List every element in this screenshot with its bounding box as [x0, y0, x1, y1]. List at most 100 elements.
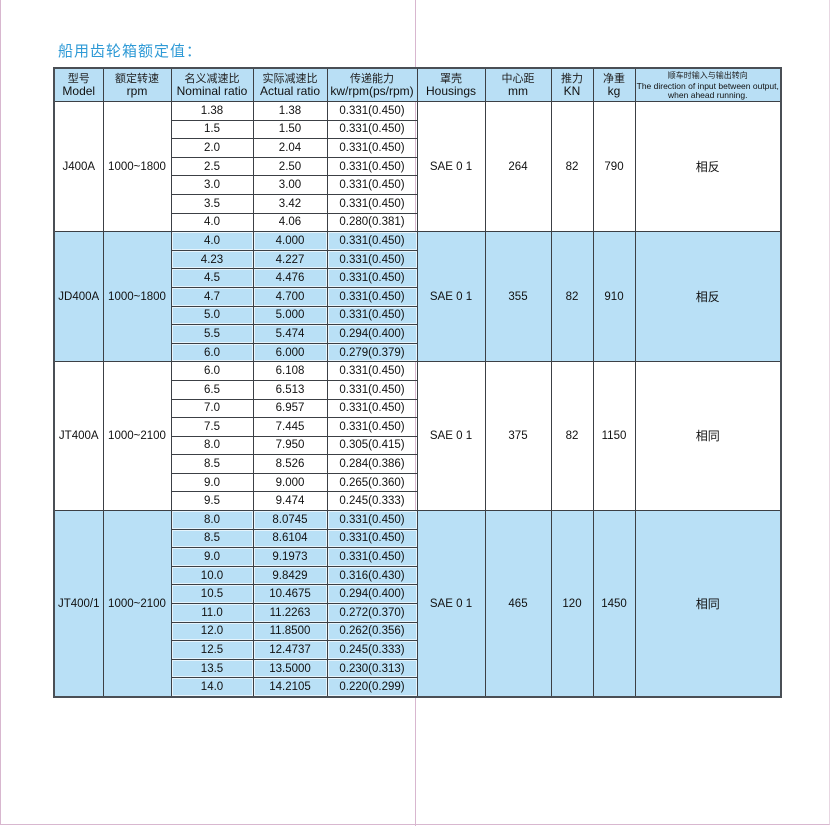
nominal-ratio-cell: 4.5 [170, 268, 254, 288]
nominal-ratio-cell: 2.0 [170, 138, 254, 158]
header-weight: 净重 kg [592, 67, 636, 102]
table-row: 14.0 14.2105 0.220(0.299) [54, 677, 781, 698]
actual-ratio-cell: 12.4737 [252, 640, 328, 660]
model-cell: J400A [53, 100, 104, 233]
nominal-ratio-cell: 1.38 [170, 101, 254, 121]
header-en-label: kg [607, 84, 621, 98]
nominal-ratio-cell: 7.0 [170, 398, 254, 419]
capacity-cell: 0.331(0.450) [326, 249, 418, 270]
housing-cell: SAE 0 1 [416, 100, 486, 233]
actual-ratio-cell: 2.04 [252, 138, 328, 158]
header-cn-label: 额定转速 [115, 72, 159, 85]
weight-cell: 790 [592, 100, 636, 233]
table-row: 12.0 11.8500 0.262(0.356) [54, 621, 781, 642]
nominal-ratio-cell: 10.5 [170, 584, 254, 605]
nominal-ratio-cell: 8.0 [170, 510, 254, 530]
actual-ratio-cell: 3.42 [252, 193, 328, 214]
table-row: 13.5 13.5000 0.230(0.313) [54, 658, 781, 679]
table-row: 10.5 10.4675 0.294(0.400) [54, 584, 781, 605]
nominal-ratio-cell: 4.7 [170, 286, 254, 307]
actual-ratio-cell: 3.00 [252, 175, 328, 195]
gearbox-ratings-table: 型号 Model 额定转速 rpm 名义减速比 Nominal ratio 实际减速比 Act… [53, 67, 782, 698]
housing-cell: SAE 0 1 [416, 231, 486, 363]
capacity-cell: 0.331(0.450) [326, 175, 418, 195]
table-row: 3.5 3.42 0.331(0.450) [54, 193, 781, 214]
capacity-cell: 0.280(0.381) [326, 212, 418, 233]
actual-ratio-cell: 6.000 [252, 342, 328, 363]
nominal-ratio-cell: 13.5 [170, 658, 254, 679]
actual-ratio-cell: 11.8500 [252, 621, 328, 642]
table-row: 8.0 7.950 0.305(0.415) [54, 435, 781, 456]
nominal-ratio-cell: 6.5 [170, 379, 254, 400]
table-row: 6.0 6.000 0.279(0.379) [54, 342, 781, 363]
table-row: 3.0 3.00 0.331(0.450) [54, 175, 781, 195]
actual-ratio-cell: 4.476 [252, 268, 328, 288]
rpm-cell: 1000~1800 [102, 100, 172, 233]
thrust-cell: 82 [550, 100, 594, 233]
header-en-label: The direction of input between output, w… [636, 81, 779, 100]
header-rpm: 额定转速 rpm [102, 67, 172, 102]
nominal-ratio-cell: 9.0 [170, 547, 254, 567]
table-row: 4.7 4.700 0.331(0.450) [54, 286, 781, 307]
capacity-cell: 0.262(0.356) [326, 621, 418, 642]
weight-cell: 1150 [592, 361, 636, 512]
table-row: 7.0 6.957 0.331(0.450) [54, 398, 781, 419]
nominal-ratio-cell: 11.0 [170, 603, 254, 623]
nominal-ratio-cell: 5.5 [170, 324, 254, 344]
nominal-ratio-cell: 9.0 [170, 472, 254, 493]
header-en-label: mm [508, 84, 528, 98]
table-row: 4.0 4.06 0.280(0.381) [54, 212, 781, 233]
table-row: 8.5 8.526 0.284(0.386) [54, 454, 781, 474]
actual-ratio-cell: 14.2105 [252, 677, 328, 698]
actual-ratio-cell: 8.0745 [252, 510, 328, 530]
capacity-cell: 0.331(0.450) [326, 379, 418, 400]
capacity-cell: 0.331(0.450) [326, 286, 418, 307]
center-distance-cell: 264 [484, 100, 552, 233]
capacity-cell: 0.284(0.386) [326, 454, 418, 474]
table-row: 12.5 12.4737 0.245(0.333) [54, 640, 781, 660]
header-housings: 罩壳 Housings [416, 67, 486, 102]
actual-ratio-cell: 4.000 [252, 231, 328, 251]
table-row: 7.5 7.445 0.331(0.450) [54, 417, 781, 437]
page-title: 船用齿轮箱额定值： [58, 42, 203, 60]
actual-ratio-cell: 13.5000 [252, 658, 328, 679]
table-row: 9.5 9.474 0.245(0.333) [54, 491, 781, 512]
nominal-ratio-cell: 14.0 [170, 677, 254, 698]
capacity-cell: 0.331(0.450) [326, 547, 418, 567]
thrust-cell: 120 [550, 510, 594, 698]
center-distance-cell: 375 [484, 361, 552, 512]
header-cn-label: 罩壳 [440, 72, 462, 85]
capacity-cell: 0.331(0.450) [326, 268, 418, 288]
weight-cell: 910 [592, 231, 636, 363]
nominal-ratio-cell: 7.5 [170, 417, 254, 437]
table-row: 9.0 9.000 0.265(0.360) [54, 472, 781, 493]
actual-ratio-cell: 4.06 [252, 212, 328, 233]
rpm-cell: 1000~2100 [102, 510, 172, 698]
model-cell: JT400A [53, 361, 104, 512]
actual-ratio-cell: 2.50 [252, 156, 328, 177]
header-center-distance: 中心距 mm [484, 67, 552, 102]
header-cn-label: 中心距 [501, 72, 535, 85]
capacity-cell: 0.331(0.450) [326, 101, 418, 121]
actual-ratio-cell: 5.000 [252, 305, 328, 326]
nominal-ratio-cell: 8.5 [170, 454, 254, 474]
actual-ratio-cell: 8.526 [252, 454, 328, 474]
table-row: 11.0 11.2263 0.272(0.370) [54, 603, 781, 623]
header-direction: 顺车时输入与输出转向 The direction of input between… [634, 67, 782, 102]
header-row: 型号 Model 额定转速 rpm 名义减速比 Nominal ratio 实际减速比 Act… [53, 67, 782, 102]
capacity-cell: 0.294(0.400) [326, 584, 418, 605]
nominal-ratio-cell: 8.5 [170, 528, 254, 549]
actual-ratio-cell: 1.50 [252, 119, 328, 140]
actual-ratio-cell: 5.474 [252, 324, 328, 344]
header-en-label: Housings [425, 84, 477, 98]
nominal-ratio-cell: 12.0 [170, 621, 254, 642]
table-row: 5.0 5.000 0.331(0.450) [54, 305, 781, 326]
center-distance-cell: 465 [484, 510, 552, 698]
capacity-cell: 0.331(0.450) [326, 528, 418, 549]
capacity-cell: 0.331(0.450) [326, 361, 418, 381]
actual-ratio-cell: 8.6104 [252, 528, 328, 549]
nominal-ratio-cell: 4.23 [170, 249, 254, 270]
actual-ratio-cell: 11.2263 [252, 603, 328, 623]
header-en-label: Nominal ratio [176, 84, 248, 98]
nominal-ratio-cell: 12.5 [170, 640, 254, 660]
